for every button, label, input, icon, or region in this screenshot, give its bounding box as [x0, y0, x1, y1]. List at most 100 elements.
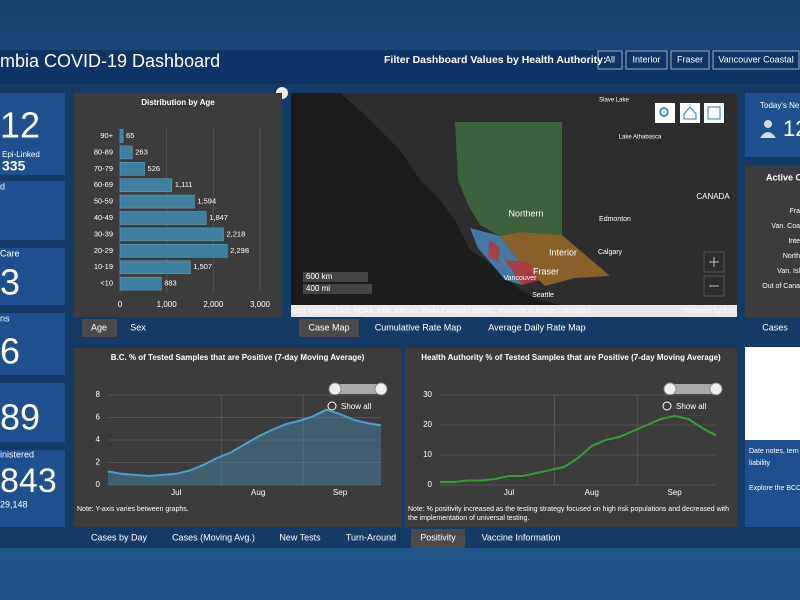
stat-label: Care	[0, 248, 20, 258]
slider-handle[interactable]	[328, 382, 342, 396]
person-icon	[760, 132, 776, 138]
stat-card	[0, 248, 65, 305]
bar	[119, 211, 207, 225]
filter-button-label[interactable]: All	[605, 54, 615, 64]
filter-button[interactable]	[670, 50, 710, 70]
x-tick-label: Aug	[251, 488, 265, 497]
note-text: Note: Y-axis varies between graphs.	[77, 506, 189, 513]
zoom-reset[interactable]: Show all	[676, 402, 706, 411]
map-button[interactable]	[704, 103, 724, 123]
map-label: Seattle	[532, 292, 554, 299]
map-label: Interior	[549, 247, 577, 257]
region-fraser	[505, 260, 540, 285]
map-label: Lake Athabasca	[619, 135, 662, 141]
filter-button-label[interactable]: Vancouver Coastal	[718, 54, 793, 64]
filter-button[interactable]	[597, 50, 623, 70]
x-tick-label: 0	[118, 300, 123, 309]
map-button[interactable]	[680, 103, 700, 123]
stat-card	[0, 383, 65, 442]
search-icon	[659, 107, 669, 117]
bar	[119, 145, 133, 160]
tab[interactable]: Case Map	[308, 322, 349, 332]
stat-value: 6	[0, 331, 20, 372]
y-tick-label: 20	[423, 420, 432, 429]
y-tick-label: 6	[96, 413, 101, 422]
chart-note: Note: Y-axis varies between graphs.	[77, 506, 189, 513]
stat-card	[745, 93, 800, 157]
home-icon	[683, 106, 697, 120]
stat-card	[0, 313, 65, 375]
card-value: 125,2	[760, 365, 800, 385]
stat-card	[0, 93, 65, 175]
card-title: Active Ca	[766, 172, 800, 182]
lower-blur	[0, 548, 800, 600]
map-button[interactable]	[655, 103, 675, 123]
person-icon	[764, 120, 772, 128]
region-northern	[455, 122, 562, 236]
active-row: Van. Isl	[777, 268, 800, 275]
tab[interactable]: Sex	[130, 322, 146, 332]
x-tick-label: Jul	[504, 488, 514, 497]
chart-note: Note: % positivity increased as the test…	[408, 506, 730, 522]
region-island	[488, 240, 500, 262]
tab[interactable]: Turn-Around	[346, 532, 396, 542]
chart-title: Health Authority % of Tested Samples tha…	[421, 353, 721, 362]
filter-button-label[interactable]: Interior	[632, 54, 660, 64]
notes-text: liability	[749, 460, 771, 467]
data-label: 65	[126, 131, 134, 140]
y-tick-label: 60-69	[94, 180, 113, 189]
data-label: 2,218	[227, 229, 246, 238]
line	[440, 414, 717, 483]
chart-panel	[405, 348, 737, 527]
data-label: 1,111	[175, 180, 193, 189]
slider-handle[interactable]	[374, 382, 388, 396]
tab[interactable]: Cases (Moving Avg.)	[172, 532, 255, 542]
tab[interactable]: Cases by Day	[91, 532, 148, 542]
y-tick-label: 30-39	[94, 229, 113, 238]
range-slider[interactable]	[668, 384, 718, 394]
tab-selected	[411, 529, 465, 548]
note-text: Note: % positivity increased as the test…	[408, 506, 730, 522]
stat-card	[745, 166, 800, 317]
y-tick-label: 80-89	[94, 147, 113, 156]
dashboard-title: mbia COVID-19 Dashboard	[0, 51, 220, 71]
stat-card	[745, 347, 800, 440]
map-label: Calgary	[598, 249, 623, 256]
card-title: Today's Ne	[760, 101, 800, 110]
y-tick-label: 8	[96, 390, 101, 399]
y-tick-label: 90+	[100, 131, 113, 140]
y-tick-label: 4	[96, 435, 101, 444]
filter-button-label[interactable]: Fraser	[677, 54, 703, 64]
data-label: 1,507	[193, 262, 212, 271]
bar	[119, 129, 124, 143]
bar	[119, 244, 228, 258]
map-label: CANADA	[696, 192, 730, 201]
filter-button[interactable]	[625, 50, 668, 70]
tab[interactable]: Positivity	[420, 532, 456, 542]
x-tick-label: Sep	[333, 488, 348, 497]
range-slider[interactable]	[333, 384, 383, 394]
filter-button[interactable]	[712, 50, 800, 70]
filter-label: Filter Dashboard Values by Health Author…	[384, 54, 606, 66]
y-tick-label: 50-59	[94, 197, 113, 206]
tab[interactable]: Cumulative Rate Map	[375, 322, 462, 332]
active-row: North	[783, 253, 800, 260]
tab[interactable]: New Tests	[279, 532, 321, 542]
data-label: 883	[164, 279, 177, 288]
tab[interactable]: Vaccine Information	[482, 532, 561, 542]
slider-handle[interactable]	[709, 382, 723, 396]
tab[interactable]: Average Daily Rate Map	[488, 322, 585, 332]
attribution-bar	[291, 305, 737, 317]
zoom-reset[interactable]: Show all	[341, 402, 371, 411]
slider-handle[interactable]	[663, 382, 677, 396]
stat-label: Epi-Linked	[2, 150, 40, 159]
tab[interactable]: Age	[91, 322, 107, 332]
data-label: 2,298	[230, 246, 249, 255]
notes-text: Date notes, tern	[749, 448, 799, 455]
region-interior	[500, 232, 610, 286]
bar	[119, 260, 191, 274]
y-tick-label: <10	[100, 279, 113, 288]
tab[interactable]: Cases	[762, 322, 788, 332]
attribution: Esri, Garmin, FAO, NOAA, EPA, NRCan, Par…	[293, 308, 598, 315]
